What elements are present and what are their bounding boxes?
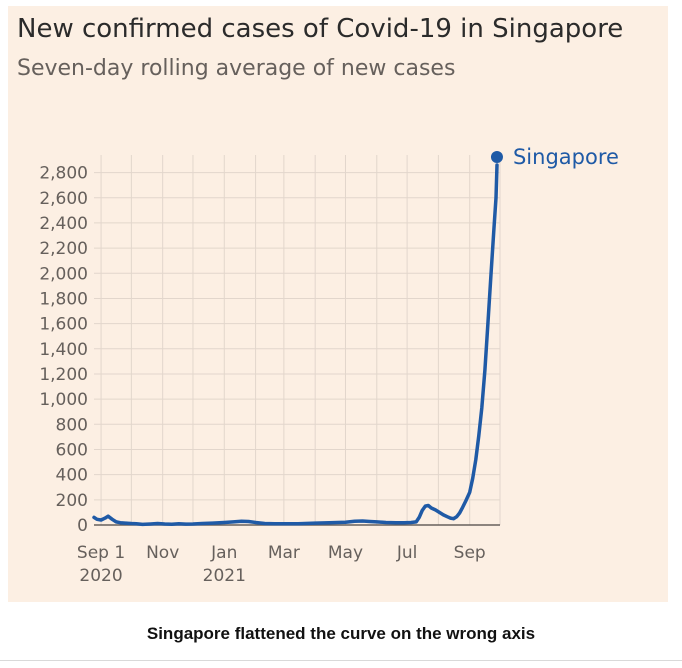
y-tick-label: 1,000 <box>39 390 88 410</box>
y-tick-label: 2,600 <box>39 189 88 209</box>
y-tick-label: 1,800 <box>39 289 88 309</box>
x-tick-label: Sep 1 <box>77 543 125 563</box>
chart-title: New confirmed cases of Covid-19 in Singa… <box>17 14 624 44</box>
x-tick-year-label: 2020 <box>79 566 122 586</box>
y-tick-label: 1,200 <box>39 365 88 385</box>
y-tick-label: 0 <box>77 516 88 536</box>
x-tick-label: Mar <box>268 543 300 563</box>
y-tick-label: 2,000 <box>39 264 88 284</box>
y-tick-label: 2,200 <box>39 239 88 259</box>
y-tick-label: 1,400 <box>39 340 88 360</box>
chart-subtitle: Seven-day rolling average of new cases <box>17 56 456 81</box>
y-tick-label: 1,600 <box>39 315 88 335</box>
y-tick-label: 400 <box>56 466 88 486</box>
chart-panel <box>8 6 668 602</box>
y-tick-label: 800 <box>56 415 88 435</box>
x-tick-label: Jan <box>210 543 237 563</box>
bottom-divider <box>0 660 682 661</box>
x-tick-label: May <box>328 543 363 563</box>
series-end-marker <box>490 151 503 164</box>
y-tick-label: 2,400 <box>39 214 88 234</box>
line-chart: 0 200 400 600 800 1,000 1,200 1,400 1,600 1,800 2,… <box>39 145 619 586</box>
y-tick-label: 200 <box>56 491 88 511</box>
series-line-singapore <box>92 163 499 527</box>
y-tick-label: 600 <box>56 440 88 460</box>
series-end-label: Singapore <box>513 145 619 169</box>
y-tick-label: 2,800 <box>39 164 88 184</box>
x-tick-year-label: 2021 <box>203 566 246 586</box>
x-tick-label: Jul <box>396 543 418 563</box>
figure-caption: Singapore flattened the curve on the wro… <box>146 624 536 643</box>
x-tick-label: Nov <box>146 543 179 563</box>
x-tick-label: Sep <box>454 543 486 563</box>
